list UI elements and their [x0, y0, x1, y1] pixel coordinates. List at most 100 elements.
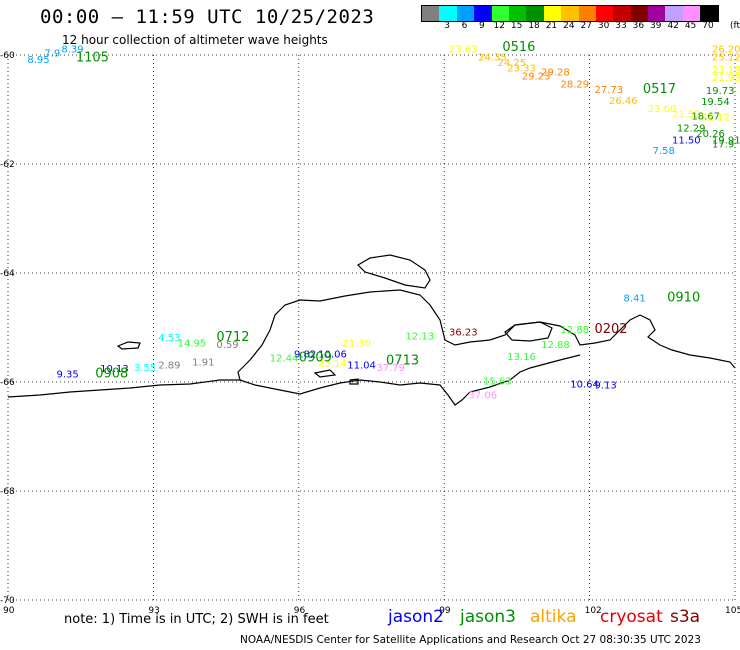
color-swatch: [543, 6, 562, 21]
wave-height-value: 26.20: [712, 44, 740, 55]
wave-height-value: 11.04: [347, 360, 376, 371]
color-swatch: [682, 6, 701, 21]
island-lagoon: [504, 321, 553, 342]
wave-height-value: 12.88: [561, 325, 590, 336]
wave-height-value: 37.06: [468, 390, 497, 401]
wave-height-value: 12.29: [677, 123, 706, 134]
wave-height-value: 10.64: [570, 379, 599, 390]
longitude-tick-label: 102: [585, 606, 602, 616]
wave-height-value: 7.58: [653, 146, 675, 157]
wave-height-value: 21.52: [672, 110, 701, 121]
wave-height-value: 0.59: [216, 340, 238, 351]
color-swatch: [578, 6, 596, 21]
wave-height-value: 8.41: [624, 293, 646, 304]
color-swatch: [439, 6, 457, 21]
wave-height-value: 3.55: [134, 363, 156, 374]
wave-height-value: 23.60: [648, 104, 677, 115]
color-scale-label: 9: [479, 21, 485, 31]
color-swatch: [700, 6, 718, 21]
latitude-tick-label: -66: [0, 378, 15, 388]
color-swatch: [665, 6, 683, 21]
wave-height-value: 23.18: [712, 65, 740, 76]
color-scale-label: 18: [528, 21, 540, 31]
wave-height-value: 9.13: [594, 381, 616, 392]
time-label: 0516: [502, 40, 535, 55]
wave-height-value: 26.46: [609, 96, 638, 107]
color-swatch: [491, 6, 509, 21]
wave-height-value: 24.35: [478, 52, 507, 63]
time-label: 0517: [643, 82, 676, 97]
time-label: 0909: [299, 350, 332, 365]
color-scale-label: 45: [684, 21, 697, 31]
color-scale-label: 15: [510, 21, 523, 31]
satellite-legend-altika: altika: [530, 607, 577, 627]
wave-height-value: 7.9: [44, 49, 60, 60]
wave-height-value: 1.91: [192, 358, 214, 369]
wave-height-value: 18.67: [691, 111, 720, 122]
island-west: [116, 341, 141, 350]
color-swatch: [474, 6, 492, 21]
wave-height-value: 8.95: [27, 55, 49, 66]
longitude-tick-label: 96: [294, 606, 306, 616]
satellite-legend-jason2: jason2: [388, 607, 444, 627]
latitude-tick-label: -64: [0, 269, 15, 279]
color-swatch: [456, 6, 475, 21]
color-scale-label: 70: [702, 21, 714, 31]
time-label: 0202: [594, 322, 627, 337]
wave-height-value: 17.9: [712, 140, 734, 151]
wave-height-value: 21.93: [712, 73, 740, 84]
wave-height-value: 12.88: [541, 340, 570, 351]
color-scale-label: 12: [493, 21, 505, 31]
satellite-legend-s3a: s3a: [670, 607, 701, 627]
footer-credit: NOAA/NESDIS Center for Satellite Applica…: [240, 634, 701, 646]
wave-height-value: 10.06: [318, 349, 347, 360]
wave-height-color-scale: [421, 5, 719, 22]
color-scale-label: 39: [650, 21, 662, 31]
satellite-legend-jason3: jason3: [460, 607, 516, 627]
wave-height-value: 4.53: [158, 333, 180, 344]
wave-height-value: 29.23: [522, 72, 551, 83]
wave-height-value: 13.16: [507, 352, 536, 363]
wave-height-value: 19.54: [701, 97, 730, 108]
wave-height-value: 36.23: [449, 328, 478, 339]
wave-height-value: 12.13: [405, 331, 434, 342]
map-grid: 90 93 96 99 102 105 -60 -62 -64 -66 -68 -70: [0, 51, 740, 616]
color-swatch: [422, 6, 440, 21]
color-scale-labels: 3 6 9 12 15 18 21 24 27 30 33 36 39 42 45 70: [421, 21, 717, 31]
wave-height-value: 21.30: [342, 339, 371, 350]
latitude-tick-label: -60: [0, 51, 15, 61]
color-swatch: [595, 6, 614, 21]
color-scale-label: 21: [545, 21, 558, 31]
map-subtitle: 12 hour collection of altimeter wave hei…: [62, 33, 328, 47]
wave-height-value: 28.29: [561, 80, 590, 91]
longitude-tick-label: 90: [3, 606, 15, 616]
island-south: [313, 369, 337, 378]
wave-height-value: 19.91: [712, 135, 740, 146]
wave-height-value: 2.89: [158, 360, 180, 371]
color-scale-unit: (ft): [730, 21, 740, 31]
wave-height-value: 15.63: [483, 377, 512, 388]
satellite-legend-cryosat: cryosat: [600, 607, 663, 627]
latitude-tick-label: -68: [0, 487, 15, 497]
wave-height-value: 9.35: [56, 370, 78, 381]
time-label: 0713: [386, 354, 419, 369]
longitude-tick-label: 105: [725, 606, 740, 616]
color-scale-label: 6: [461, 21, 468, 31]
time-label: 0910: [667, 290, 700, 305]
map-title: 00:00 – 11:59 UTC 10/25/2023: [40, 6, 375, 28]
color-swatch: [648, 6, 666, 21]
color-swatch: [561, 6, 579, 21]
wave-height-value: 29.28: [541, 68, 570, 79]
wave-height-value: 22.12: [701, 112, 730, 123]
longitude-tick-label: 99: [439, 606, 451, 616]
color-swatch: [613, 6, 631, 21]
color-swatch: [508, 6, 527, 21]
wave-height-value: 19.73: [706, 86, 735, 97]
time-label: 1105: [76, 51, 109, 66]
wave-height-value: 23.63: [449, 44, 478, 55]
wave-height-value: 9.82: [294, 349, 316, 360]
color-scale-label: 3: [444, 21, 450, 31]
coastline: [7, 254, 736, 406]
